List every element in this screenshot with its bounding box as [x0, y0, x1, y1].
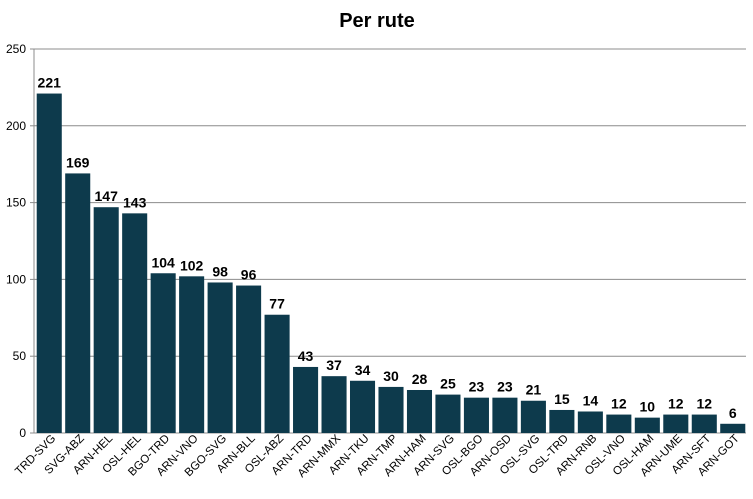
bars	[36, 93, 746, 433]
data-label: 30	[383, 368, 399, 384]
y-tick-label: 50	[13, 349, 27, 363]
bar	[93, 207, 119, 433]
y-tick-label: 100	[6, 272, 26, 286]
data-label: 102	[180, 257, 204, 273]
bar	[207, 282, 233, 433]
bar	[691, 414, 717, 433]
data-label: 15	[554, 391, 570, 407]
y-tick-label: 0	[19, 426, 26, 440]
y-tick-label: 250	[6, 42, 26, 56]
bar	[150, 273, 176, 433]
data-label: 12	[611, 396, 627, 412]
data-label: 43	[298, 348, 314, 364]
bar	[606, 414, 632, 433]
data-label: 34	[355, 362, 371, 378]
bar	[577, 411, 603, 433]
bar	[122, 213, 148, 433]
bar	[321, 376, 347, 433]
chart-title: Per rute	[339, 10, 415, 32]
y-tick-label: 200	[6, 119, 26, 133]
data-label: 6	[729, 405, 737, 421]
data-label: 221	[38, 75, 62, 91]
data-label: 98	[212, 263, 228, 279]
data-label: 143	[123, 194, 147, 210]
bar	[492, 397, 518, 433]
data-label: 37	[326, 357, 342, 373]
data-label: 23	[497, 379, 513, 395]
bar	[378, 386, 404, 433]
x-axis-ticks: TRD-SVGSVG-ABZARN-HELOSL-HELBGO-TRDARN-V…	[13, 432, 742, 480]
bar	[463, 397, 489, 433]
bar	[406, 389, 433, 433]
bar	[349, 380, 376, 433]
data-label: 10	[640, 399, 656, 415]
data-label: 12	[668, 396, 684, 412]
data-label: 23	[469, 379, 485, 395]
data-label: 12	[696, 396, 712, 412]
bar	[520, 400, 546, 433]
bar	[293, 366, 319, 433]
data-label: 14	[583, 392, 599, 408]
bar	[264, 314, 290, 433]
data-label: 77	[269, 296, 285, 312]
data-labels: 221 169 147 143 104 102 98 96 77 43 37 34 30 28 25 23 23…	[38, 75, 737, 421]
bar	[435, 394, 461, 433]
bar	[236, 285, 262, 433]
bar	[65, 173, 91, 433]
data-label: 147	[95, 188, 119, 204]
data-label: 169	[66, 154, 90, 170]
bar	[549, 409, 575, 433]
bar	[663, 414, 689, 433]
data-label: 104	[151, 254, 175, 270]
data-label: 28	[412, 371, 428, 387]
y-axis-ticks: 0 50 100 150 200 250	[6, 42, 26, 440]
bar	[179, 276, 205, 433]
bar	[36, 93, 62, 433]
data-label: 25	[440, 376, 456, 392]
data-label: 21	[526, 382, 542, 398]
y-tick-label: 150	[6, 196, 26, 210]
bar	[720, 423, 746, 433]
bar	[634, 417, 660, 433]
data-label: 96	[241, 267, 257, 283]
